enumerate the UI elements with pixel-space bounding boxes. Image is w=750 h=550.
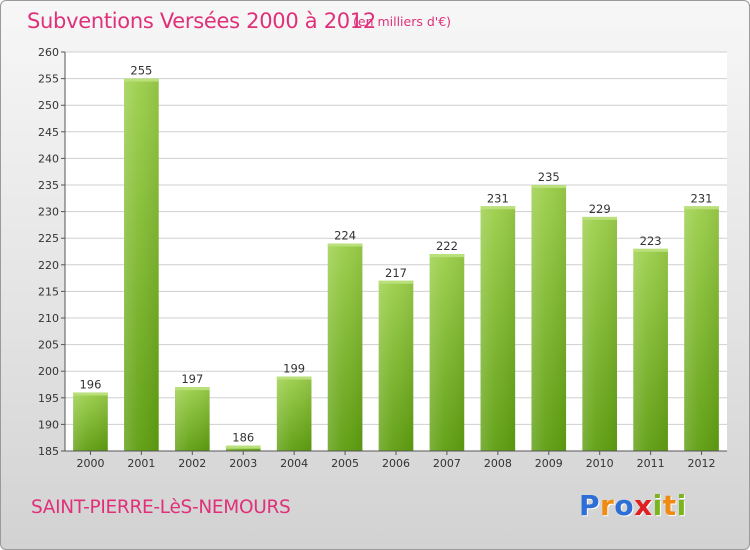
- bar-shine: [73, 392, 108, 451]
- value-label: 229: [589, 202, 611, 216]
- bar-top-highlight: [276, 376, 312, 380]
- x-tick-label: 2011: [637, 457, 665, 470]
- bar-shine: [684, 206, 719, 451]
- bar-top-highlight: [124, 78, 159, 82]
- bar-top-highlight: [684, 206, 719, 210]
- bar-top-highlight: [174, 387, 210, 391]
- bar-top-highlight: [633, 248, 668, 252]
- logo-letter: P: [579, 489, 601, 522]
- bar-top-highlight: [378, 280, 414, 284]
- bar-top-highlight: [582, 216, 618, 220]
- bar-shine: [378, 280, 414, 451]
- y-tick-label: 195: [38, 392, 59, 405]
- y-tick-label: 205: [38, 339, 59, 352]
- bar-top-highlight: [429, 254, 465, 258]
- x-tick-label: 2007: [433, 457, 461, 470]
- x-tick-label: 2000: [76, 457, 104, 470]
- logo-letter: r: [600, 489, 615, 522]
- logo-letter: o: [614, 489, 635, 522]
- bar-shine: [174, 387, 210, 451]
- bar-top-highlight: [327, 243, 363, 247]
- y-tick-label: 260: [38, 46, 59, 59]
- y-tick-label: 220: [38, 259, 59, 272]
- bar-top-highlight: [531, 185, 567, 188]
- bar-top-highlight: [73, 392, 108, 396]
- value-label: 197: [181, 372, 203, 386]
- y-tick-label: 185: [38, 445, 59, 458]
- x-tick-label: 2003: [229, 457, 257, 470]
- x-tick-label: 2002: [178, 457, 206, 470]
- x-tick-label: 2012: [688, 457, 716, 470]
- commune-name: SAINT-PIERRE-LèS-NEMOURS: [31, 497, 291, 518]
- y-tick-label: 200: [38, 365, 59, 378]
- chart-title: Subventions Versées 2000 à 2012: [27, 9, 376, 33]
- bar-shine: [480, 206, 516, 451]
- y-tick-label: 245: [38, 126, 59, 139]
- value-label: 199: [283, 362, 305, 376]
- bar-top-highlight: [480, 206, 516, 210]
- x-tick-label: 2006: [382, 457, 410, 470]
- bar-shine: [633, 248, 668, 451]
- y-tick-label: 255: [38, 73, 59, 86]
- bar-shine: [327, 243, 363, 451]
- value-label: 186: [232, 431, 254, 445]
- y-tick-label: 240: [38, 152, 59, 165]
- y-tick-label: 210: [38, 312, 59, 325]
- value-label: 222: [436, 239, 458, 253]
- x-tick-label: 2009: [535, 457, 563, 470]
- value-label: 255: [130, 64, 152, 78]
- unit-note: (en milliers d'€): [353, 14, 452, 29]
- logo-letter: x: [634, 489, 653, 522]
- y-tick-label: 250: [38, 99, 59, 112]
- proxiti-logo: Proxiti: [579, 489, 687, 522]
- y-tick-label: 215: [38, 285, 59, 298]
- x-tick-label: 2004: [280, 457, 308, 470]
- value-label: 235: [538, 170, 560, 184]
- bar-shine: [276, 376, 312, 451]
- logo-letter: i: [676, 489, 687, 522]
- bar-top-highlight: [225, 445, 261, 449]
- value-label: 217: [385, 266, 407, 280]
- x-tick-label: 2010: [586, 457, 614, 470]
- bar-shine: [429, 254, 465, 451]
- logo-letter: t: [662, 489, 677, 522]
- y-tick-label: 190: [38, 418, 59, 431]
- x-tick-label: 2005: [331, 457, 359, 470]
- value-label: 223: [640, 234, 662, 248]
- y-tick-label: 235: [38, 179, 59, 192]
- value-label: 196: [79, 377, 101, 391]
- y-tick-label: 225: [38, 232, 59, 245]
- y-tick-label: 230: [38, 206, 59, 219]
- value-label: 231: [487, 191, 509, 205]
- value-label: 231: [691, 191, 713, 205]
- value-label: 224: [334, 229, 356, 243]
- bar-shine: [124, 78, 159, 451]
- logo-letter: i: [652, 489, 663, 522]
- bar-shine: [531, 185, 567, 451]
- x-tick-label: 2008: [484, 457, 512, 470]
- bar-shine: [582, 216, 618, 451]
- x-tick-label: 2001: [127, 457, 155, 470]
